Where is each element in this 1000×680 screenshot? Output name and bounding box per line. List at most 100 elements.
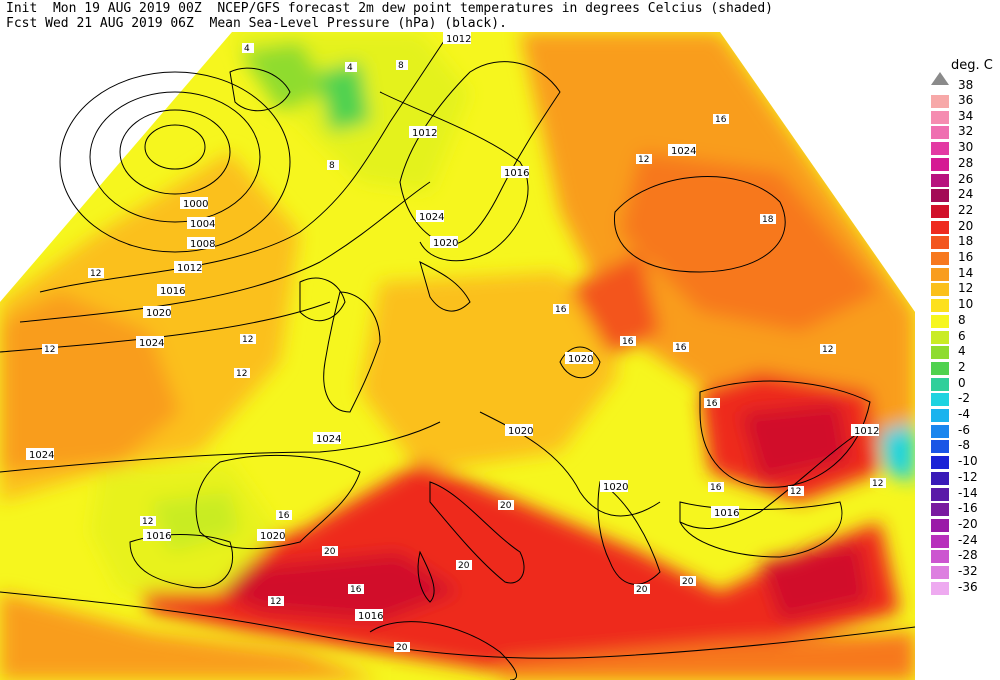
dewpoint-label: 12 [790,487,801,497]
dewpoint-label: 8 [398,61,404,71]
legend-label: 4 [958,344,966,359]
legend-entry: 14 [931,266,1000,282]
legend-entry: 34 [931,109,1000,125]
legend-swatch [931,424,949,438]
legend-entry: -14 [931,486,1000,502]
legend-label: 10 [958,297,974,312]
dewpoint-label: 12 [270,597,281,607]
legend-label: 32 [958,124,974,139]
isobar-label: 1012 [854,426,879,437]
isobar-label: 1024 [139,338,164,349]
legend-label: 16 [958,250,974,264]
isobars [0,32,861,680]
isobar-label: 1020 [603,482,628,493]
isobar-label: 1020 [433,238,458,249]
legend-entry: 2 [931,360,1000,376]
dewpoint-label: 20 [458,561,470,571]
dewpoint-label: 18 [762,215,774,225]
legend-label: 20 [958,218,974,233]
legend-swatch [931,173,949,187]
legend-swatch [931,487,949,501]
legend-label: 28 [958,155,974,170]
legend-entry: -2 [931,391,1000,407]
legend-swatch [931,110,949,124]
isobar-label: 1024 [419,212,444,223]
legend-swatch [931,471,949,485]
legend-label: 12 [958,281,974,296]
legend-entry: -10 [931,454,1000,470]
map-header-forecast: Fcst Wed 21 AUG 2019 06Z Mean Sea-Level … [6,16,507,31]
legend-label: 8 [958,312,966,327]
color-legend: deg. C 38 36 34 32 30 28 26 24 22 20 18 16 14 12 10 8 6… [925,58,1000,678]
dewpoint-label: 16 [706,399,718,409]
legend-entry: 36 [931,93,1000,109]
isobar-label: 1012 [177,263,202,274]
legend-swatch [931,142,949,156]
legend-entry: -8 [931,438,1000,454]
legend-swatch [931,377,949,391]
legend-label: 22 [958,202,974,217]
legend-entry: 4 [931,344,1000,360]
legend-swatch [931,409,949,422]
legend-swatch [931,189,949,203]
legend-label: 0 [958,375,966,390]
legend-swatch [931,503,949,517]
legend-swatch [931,566,949,579]
legend-swatch [931,518,949,532]
dewpoint-label: 4 [347,63,353,73]
isobar-label: 1020 [260,531,285,542]
legend-entry: 20 [931,219,1000,235]
legend-entry: 6 [931,329,1000,345]
dewpoint-label: 20 [396,643,408,653]
legend-label: 18 [958,234,974,249]
legend-label: 6 [958,328,966,343]
isobar-label: 1016 [714,508,739,519]
dewpoint-label: 12 [142,517,153,527]
legend-swatch [931,361,949,375]
legend-title: deg. C [951,58,993,73]
dewpoint-label: 16 [278,511,290,521]
legend-swatch [931,314,949,328]
dewpoint-pressure-map: 1012 1012 1016 1020 1024 1000 1004 1008 … [0,32,916,680]
dewpoint-label: 8 [329,161,335,171]
legend-swatch [931,252,949,265]
legend-entry: 16 [931,250,1000,266]
legend-entry: -20 [931,517,1000,533]
legend-entry: 30 [931,140,1000,156]
dewpoint-label: 12 [872,479,883,489]
legend-label: -4 [958,407,970,421]
legend-label: -16 [958,501,978,516]
legend-swatch [931,346,949,360]
legend-entry: 18 [931,234,1000,250]
legend-entry: -28 [931,548,1000,564]
legend-swatch [931,126,949,140]
isobar-label: 1024 [316,434,341,445]
legend-label: -32 [958,564,978,578]
legend-entry: -4 [931,407,1000,423]
legend-swatch [931,283,949,297]
legend-label: -20 [958,516,978,531]
dewpoint-label: 20 [682,577,694,587]
isobar-label: 1012 [412,128,437,139]
legend-swatch [931,550,949,564]
isobar-label: 1016 [146,531,171,542]
legend-label: -28 [958,548,978,563]
dewpoint-label: 16 [715,115,727,125]
legend-entry: 12 [931,281,1000,297]
isobar-label: 1016 [504,168,529,179]
legend-swatch [931,534,949,548]
dewpoint-labels: 4 4 8 8 16 12 12 12 12 16 16 16 16 18 12… [42,43,886,653]
isobar-label: 1020 [146,308,171,319]
dewpoint-label: 12 [822,345,833,355]
legend-entry: 22 [931,203,1000,219]
isobar-label: 1020 [508,426,533,437]
coastlines [0,61,916,659]
legend-swatch [931,95,949,108]
legend-label: -8 [958,438,970,453]
legend-label: -2 [958,391,970,406]
isobar-label: 1000 [183,199,208,210]
isobar-label: 1020 [568,354,593,365]
shaded-dewpoint-field [0,32,915,680]
legend-label: 14 [958,265,974,280]
legend-entry: 10 [931,297,1000,313]
